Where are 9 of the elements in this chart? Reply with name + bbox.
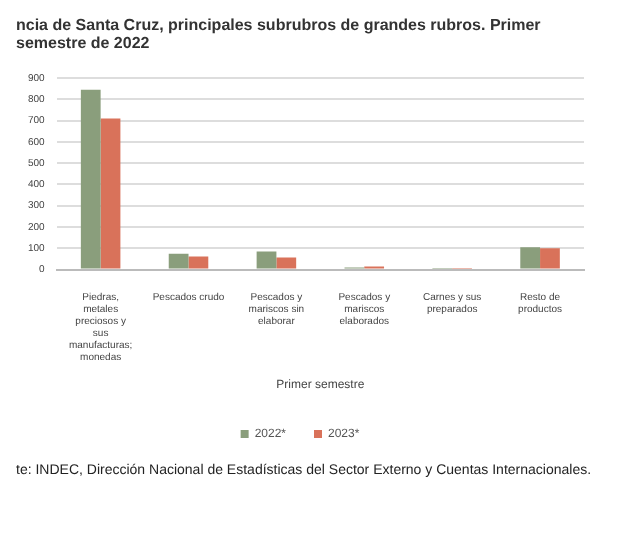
bar — [188, 256, 209, 269]
bar — [80, 89, 101, 269]
bar — [168, 253, 189, 269]
bar — [100, 118, 121, 269]
chart-title: ncia de Santa Cruz, principales subrubros de grandes rubros. Primer semestre de 2022 — [16, 16, 543, 52]
bar — [520, 247, 541, 269]
bar — [276, 257, 297, 269]
bar — [256, 251, 277, 269]
bar — [540, 248, 560, 269]
